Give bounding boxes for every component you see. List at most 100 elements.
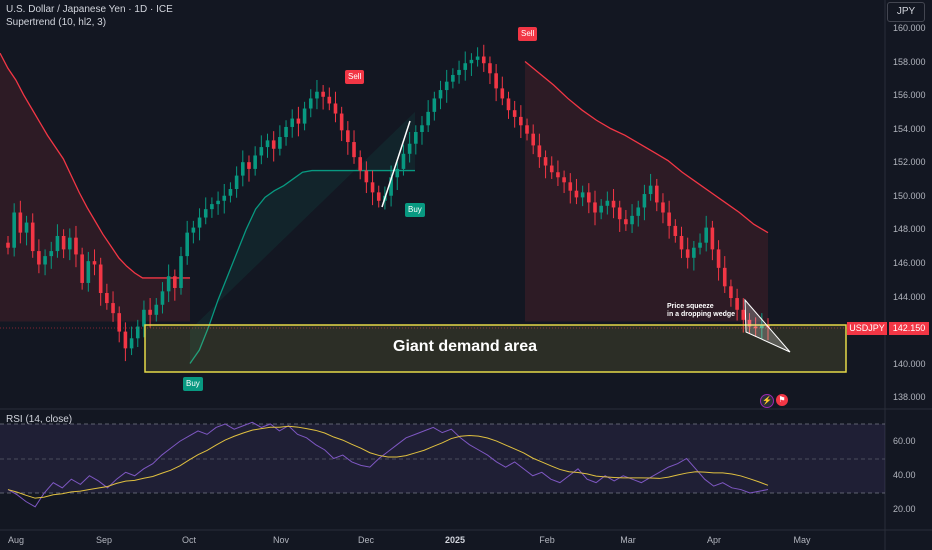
candle-body [98, 264, 103, 294]
supertrend-up-line [189, 169, 415, 364]
y-tick: 144.000 [893, 292, 926, 302]
rsi-line [7, 421, 769, 508]
candle-body [395, 168, 400, 178]
candle-body [129, 338, 134, 349]
price-pane[interactable] [0, 0, 885, 408]
candle-body [92, 261, 97, 265]
candle-body [80, 254, 84, 283]
rsi-tick: 60.00 [893, 436, 916, 446]
candle-body [142, 309, 146, 327]
y-tick: 148.000 [893, 224, 926, 234]
candle-body [346, 130, 350, 143]
demand-zone-box[interactable] [144, 324, 847, 373]
candle-body [296, 118, 301, 124]
symbol-legend[interactable]: U.S. Dollar / Japanese Yen · 1D · ICE [6, 4, 173, 15]
candle-body [648, 185, 653, 195]
candle-body [37, 251, 41, 265]
candle-body [710, 227, 715, 250]
candle-body [86, 261, 91, 283]
y-tick: 160.000 [893, 23, 926, 33]
candle-body [30, 222, 35, 252]
supertrend-down-line [0, 52, 190, 279]
candlesticks [6, 44, 770, 362]
candle-body [308, 98, 313, 109]
candle-body [654, 185, 659, 203]
currency-button[interactable]: JPY [887, 2, 925, 22]
candle-body [741, 309, 746, 320]
candle-body [673, 225, 678, 236]
candle-body [284, 126, 288, 138]
candle-body [611, 200, 616, 208]
candle-body [259, 147, 264, 156]
flag-icon[interactable]: ⚑ [776, 394, 788, 406]
candle-body [67, 237, 72, 250]
y-tick: 146.000 [893, 258, 926, 268]
candle-body [290, 118, 295, 127]
buy-signal: Buy [405, 203, 425, 217]
trendline[interactable] [381, 120, 411, 208]
candle-body [630, 215, 634, 225]
candle-body [179, 256, 183, 288]
supertrend-legend[interactable]: Supertrend (10, hl2, 3) [6, 17, 107, 28]
candle-body [315, 91, 319, 99]
wedge-note: Price squeeze in a dropping wedge [667, 303, 735, 319]
candle-body [506, 98, 511, 111]
candle-body [185, 232, 189, 257]
rsi-tick: 20.00 [893, 504, 916, 514]
candle-body [698, 242, 702, 248]
supertrend-down-fill [525, 61, 768, 322]
x-tick: Oct [181, 535, 197, 545]
candle-body [760, 324, 764, 329]
candle-body [210, 204, 214, 210]
candle-body [549, 165, 554, 173]
candle-body [370, 182, 375, 193]
candle-body [414, 131, 418, 144]
price-tag-symbol: USDJPY [847, 322, 887, 335]
candle-body [216, 200, 220, 205]
sell-signal: Sell [518, 27, 538, 41]
rsi-ma-line [7, 425, 769, 499]
candle-body [587, 192, 591, 203]
supertrend-up-fill [190, 111, 415, 364]
candle-body [624, 219, 628, 225]
x-tick: Apr [706, 535, 722, 545]
candle-body [12, 212, 16, 248]
y-tick: 150.000 [893, 191, 926, 201]
candle-body [556, 172, 560, 178]
candle-body [432, 98, 437, 112]
x-tick: May [793, 535, 811, 545]
y-tick: 156.000 [893, 90, 926, 100]
candle-body [43, 256, 47, 265]
candle-body [166, 276, 171, 292]
lightning-icon[interactable]: ⚡ [760, 394, 774, 408]
candle-body [562, 177, 566, 183]
candle-body [278, 137, 282, 149]
candle-body [685, 249, 690, 258]
x-tick: 2025 [444, 535, 466, 545]
y-tick: 140.000 [893, 359, 926, 369]
candle-body [593, 202, 597, 213]
x-tick: Sep [95, 535, 113, 545]
candle-body [729, 286, 733, 299]
dropping-wedge[interactable] [744, 298, 791, 353]
candle-body [679, 235, 684, 250]
candle-body [123, 331, 128, 349]
candle-body [49, 251, 54, 257]
candle-body [333, 103, 338, 114]
candle-body [302, 108, 307, 124]
candle-body [117, 313, 122, 332]
rsi-legend[interactable]: RSI (14, close) [6, 414, 73, 425]
candle-body [574, 190, 579, 198]
candle-body [481, 56, 486, 64]
x-tick: Dec [357, 535, 375, 545]
candle-body [247, 162, 251, 169]
x-tick: Feb [539, 535, 555, 545]
candle-body [747, 319, 752, 327]
candle-body [401, 153, 406, 169]
x-tick: Aug [7, 535, 25, 545]
candle-body [420, 125, 424, 132]
candle-body [599, 205, 603, 213]
candle-body [753, 326, 758, 329]
candle-body [18, 212, 23, 233]
